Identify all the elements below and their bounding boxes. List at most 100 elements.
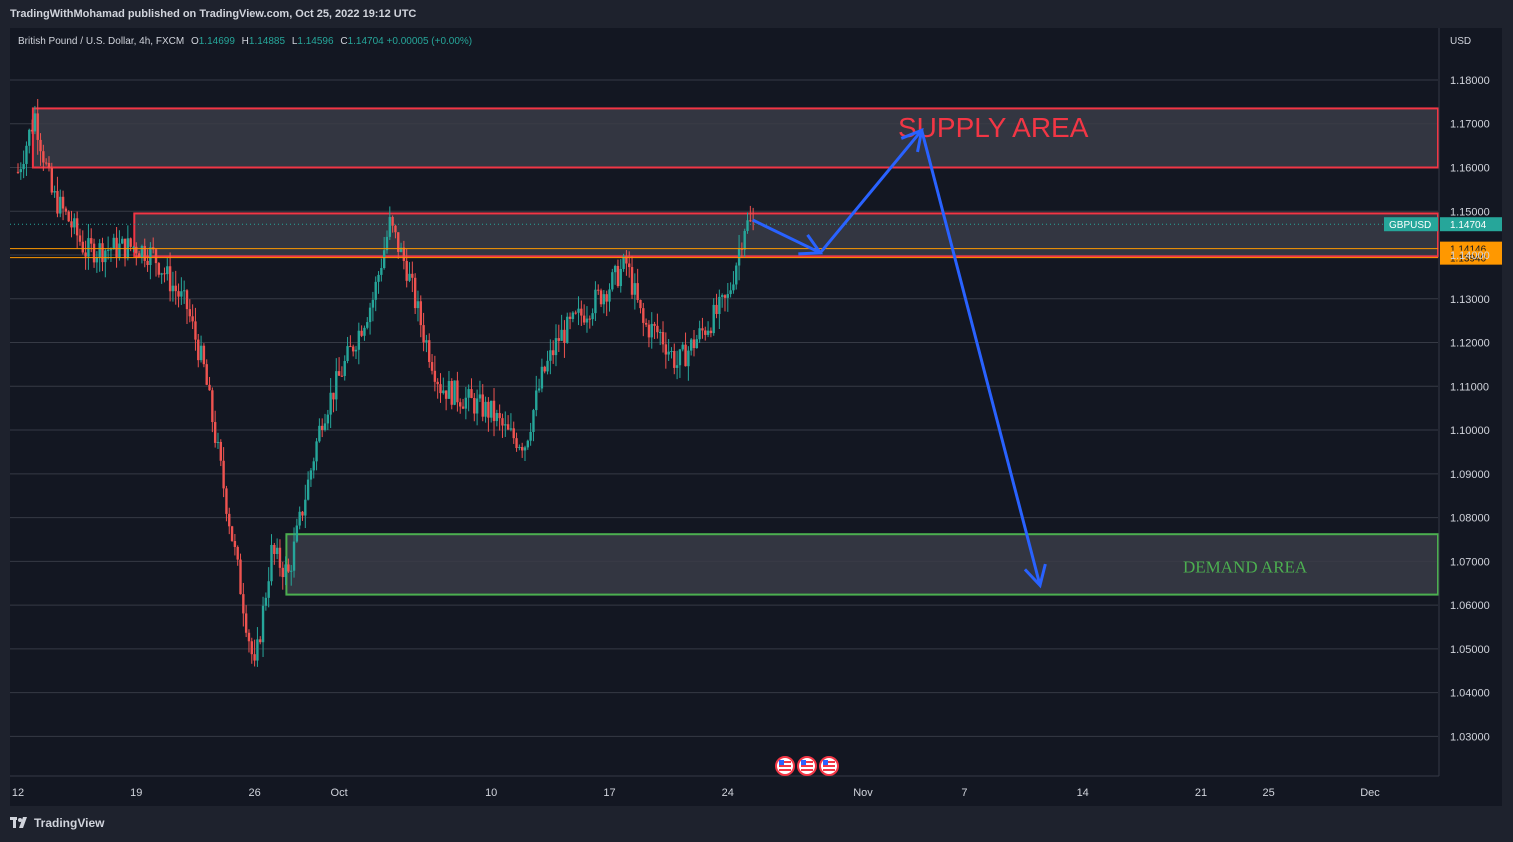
candle-body xyxy=(287,564,290,572)
candle-body xyxy=(109,249,113,251)
candle-body xyxy=(546,360,549,372)
candle-body xyxy=(687,350,690,367)
candle-body xyxy=(433,370,437,382)
candle-body xyxy=(520,447,524,451)
x-tick-label: 14 xyxy=(1077,787,1089,799)
flag-stripe xyxy=(823,769,835,771)
candle-body xyxy=(157,263,161,275)
candle-body xyxy=(56,190,59,214)
tradingview-logo-icon xyxy=(10,817,27,828)
candle-body xyxy=(256,639,259,661)
candle-body xyxy=(242,594,245,614)
candle-body xyxy=(436,381,439,385)
candle-body xyxy=(202,345,206,365)
candle-body xyxy=(377,274,380,282)
candle-body xyxy=(712,304,715,334)
x-tick-label: 21 xyxy=(1195,787,1207,799)
change-value: +0.00005 (+0.00%) xyxy=(386,36,473,47)
candle-body xyxy=(597,289,600,291)
last-price-tag xyxy=(1440,217,1502,232)
candle-body xyxy=(470,389,473,398)
candle-body xyxy=(695,339,699,349)
candle-body xyxy=(250,641,253,655)
candle-body xyxy=(560,329,563,341)
x-tick-label: 7 xyxy=(961,787,967,799)
candle-body xyxy=(174,285,177,292)
candle-body xyxy=(64,208,68,212)
candle-body xyxy=(346,346,349,361)
candle-body xyxy=(363,327,366,336)
candle-body xyxy=(219,441,222,461)
symbol-legend: British Pound / U.S. Dollar, 4h, FXCM O1… xyxy=(18,36,472,47)
candle-body xyxy=(653,323,656,326)
candle-body xyxy=(551,350,555,356)
candle-body xyxy=(732,284,735,291)
tradingview-brand[interactable]: TradingView xyxy=(10,816,104,830)
candle-body xyxy=(616,265,620,287)
candle-body xyxy=(267,581,270,598)
candle-body xyxy=(467,389,470,398)
candle-body xyxy=(487,401,490,418)
candle-body xyxy=(253,654,256,661)
candle-body xyxy=(343,360,346,376)
candle-body xyxy=(349,346,352,348)
x-tick-label: 24 xyxy=(722,787,734,799)
candle-body xyxy=(121,238,124,244)
y-tick-label: 1.14000 xyxy=(1450,250,1490,262)
candle-body xyxy=(723,295,727,298)
zones: SUPPLY AREA DEMAND AREA xyxy=(31,107,1439,596)
candle-body xyxy=(132,246,135,248)
flag-canton xyxy=(801,760,806,765)
candle-body xyxy=(87,238,90,257)
candle-body xyxy=(340,375,344,377)
candle-body xyxy=(140,245,144,258)
candle-body xyxy=(323,423,327,431)
zone-box xyxy=(31,107,1439,169)
candle-body xyxy=(118,243,121,258)
arrow-head-2 xyxy=(900,127,924,153)
candle-body xyxy=(566,316,569,343)
candle-body xyxy=(81,241,84,253)
candle-body xyxy=(247,632,251,642)
candle-body xyxy=(337,371,341,376)
candle-body xyxy=(628,263,631,268)
y-tick-label: 1.16000 xyxy=(1450,163,1490,175)
candle-body xyxy=(73,218,76,228)
candle-body xyxy=(208,384,211,391)
candle-body xyxy=(75,218,79,236)
candle-body xyxy=(599,290,603,305)
candle-body xyxy=(399,247,403,252)
candle-body xyxy=(163,273,166,275)
candle-body xyxy=(135,246,138,254)
candle-body xyxy=(301,511,304,516)
y-tick-label: 1.13000 xyxy=(1450,294,1490,306)
candle-body xyxy=(413,277,417,309)
candle-body xyxy=(554,338,558,356)
candle-body xyxy=(25,145,28,164)
candle-body xyxy=(701,328,704,331)
candle-body xyxy=(659,332,662,334)
arrow-head-1 xyxy=(798,234,824,256)
candle-body xyxy=(715,304,718,315)
x-tick-label: 10 xyxy=(485,787,497,799)
candle-body xyxy=(481,394,484,417)
y-tick-label: 1.08000 xyxy=(1450,513,1490,525)
candle-body xyxy=(602,294,606,305)
candle-body xyxy=(292,541,296,571)
projection-path xyxy=(752,128,1042,586)
candle-body xyxy=(425,340,428,343)
candle-body xyxy=(397,232,400,252)
us-flag-icon xyxy=(819,756,839,776)
candle-body xyxy=(681,344,684,350)
candle-body xyxy=(608,289,611,302)
x-tick-label: 19 xyxy=(130,787,142,799)
arrow-head-3 xyxy=(1023,563,1047,589)
y-tick-label: 1.15000 xyxy=(1450,206,1490,218)
chart-panel[interactable]: SUPPLY AREA DEMAND AREA 1.14146 1.13940 GBP… xyxy=(10,28,1502,806)
candle-body xyxy=(450,380,453,405)
candle-body xyxy=(518,447,521,449)
candle-body xyxy=(149,247,152,266)
candle-body xyxy=(664,344,668,355)
candle-body xyxy=(644,322,648,325)
